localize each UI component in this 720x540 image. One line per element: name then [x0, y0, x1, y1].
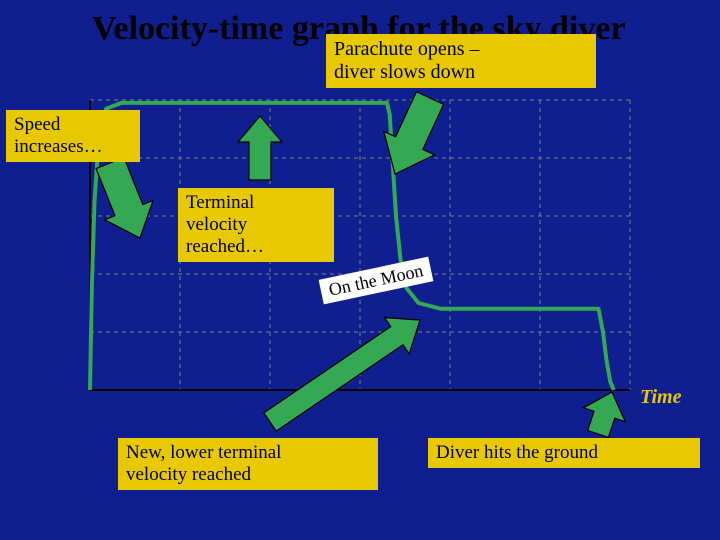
arrow-terminal	[238, 116, 282, 180]
arrow-newlow	[264, 318, 420, 432]
arrow-ground	[584, 392, 626, 438]
callout-ground: Diver hits the ground	[428, 438, 700, 468]
callout-terminal: Terminal velocity reached…	[178, 188, 334, 262]
arrow-speed	[96, 157, 153, 238]
callout-newlow: New, lower terminal velocity reached	[118, 438, 378, 490]
callout-parachute: Parachute opens – diver slows down	[326, 34, 596, 88]
arrow-parachute	[384, 92, 444, 174]
axis-label-time: Time	[640, 386, 681, 409]
callout-speed: Speed increases…	[6, 110, 140, 162]
